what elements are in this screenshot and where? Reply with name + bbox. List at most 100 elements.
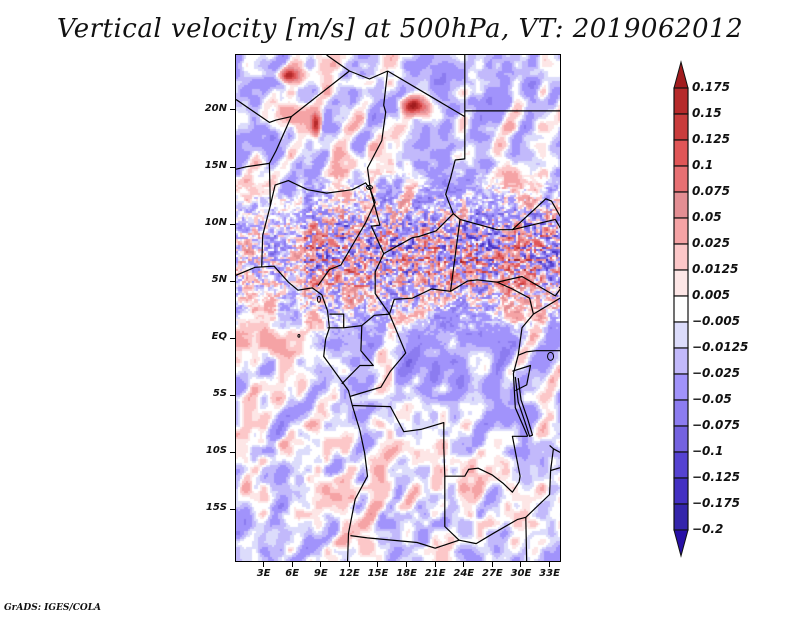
y-tick-label: 5N — [211, 274, 227, 286]
border-line — [350, 313, 407, 397]
colorbar-label: −0.025 — [692, 366, 741, 380]
colorbar-label: 0.0125 — [692, 262, 739, 276]
border-line — [558, 286, 560, 289]
border-line — [496, 281, 534, 437]
colorbar-extend-max — [673, 60, 689, 89]
x-tick-mark — [377, 562, 379, 567]
border-line — [511, 198, 560, 231]
border-line — [236, 265, 369, 561]
border-line — [269, 179, 371, 206]
y-tick-label: 15N — [204, 160, 227, 172]
colorbar-label: −0.05 — [692, 392, 732, 406]
colorbar-box — [673, 347, 689, 375]
y-tick-mark — [230, 451, 235, 453]
x-tick-label: 6E — [285, 568, 300, 579]
colorbar-label: 0.125 — [692, 132, 730, 146]
colorbar-box — [673, 373, 689, 401]
x-tick-label: 27E — [481, 568, 503, 579]
lake-or-island-outline — [547, 351, 555, 361]
x-tick-mark — [320, 562, 322, 567]
x-tick-label: 24E — [453, 568, 475, 579]
border-line — [512, 364, 532, 392]
colorbar-label: 0.15 — [692, 106, 722, 120]
border-line — [341, 325, 374, 385]
colorbar-extend-min — [673, 529, 689, 558]
map-plot-area — [235, 54, 561, 562]
colorbar-box — [673, 113, 689, 141]
colorbar-label: 0.075 — [692, 184, 730, 198]
border-line — [350, 476, 460, 549]
y-tick-mark — [230, 223, 235, 225]
colorbar-label: −0.125 — [692, 470, 741, 484]
y-tick-label: EQ — [211, 331, 227, 343]
y-tick-label: 5S — [212, 388, 227, 400]
x-tick-label: 30E — [510, 568, 532, 579]
grads-credit: GrADS: IGES/COLA — [4, 603, 102, 613]
colorbar-box — [673, 139, 689, 167]
border-line — [236, 70, 388, 124]
y-tick-label: 20N — [204, 102, 227, 114]
colorbar-box — [673, 503, 689, 531]
border-line — [326, 55, 350, 72]
x-tick-label: 9E — [313, 568, 328, 579]
colorbar-box — [673, 477, 689, 505]
border-line — [329, 313, 390, 329]
x-tick-label: 12E — [339, 568, 360, 579]
x-tick-mark — [434, 562, 436, 567]
colorbar-label: −0.1 — [692, 444, 724, 458]
x-tick-mark — [549, 562, 551, 567]
border-line — [458, 444, 554, 545]
x-tick-mark — [406, 562, 408, 567]
chart-title: Vertical velocity [m/s] at 500hPa, VT: 2… — [56, 14, 744, 44]
x-tick-mark — [291, 562, 293, 567]
colorbar-box — [673, 191, 689, 219]
x-tick-mark — [520, 562, 522, 567]
border-line — [383, 213, 454, 255]
y-tick-mark — [230, 337, 235, 339]
border-line — [517, 350, 560, 356]
colorbar-label: −0.175 — [692, 496, 741, 510]
colorbar-box — [673, 243, 689, 271]
colorbar-label: −0.0125 — [692, 340, 749, 354]
colorbar-box — [673, 217, 689, 245]
x-tick-label: 18E — [396, 568, 417, 579]
colorbar-label: 0.1 — [692, 158, 714, 172]
x-tick-mark — [491, 562, 493, 567]
border-line — [352, 404, 528, 493]
lake-or-island-outline — [316, 295, 321, 303]
colorbar-box — [673, 295, 689, 323]
vertical-velocity-field — [236, 55, 560, 561]
x-tick-mark — [348, 562, 350, 567]
colorbar: 0.175 0.15 0.125 0.1 0.075 0.05 0.025 0.0125 0.0… — [660, 58, 748, 567]
colorbar-label: 0.175 — [692, 80, 730, 94]
colorbar-label: 0.005 — [692, 288, 730, 302]
colorbar-box — [673, 451, 689, 479]
x-tick-label: 21E — [424, 568, 446, 579]
colorbar-box — [673, 87, 689, 115]
colorbar-label: −0.005 — [692, 314, 741, 328]
border-line — [387, 70, 466, 220]
border-line — [236, 162, 271, 268]
colorbar-label: 0.025 — [692, 236, 730, 250]
y-tick-mark — [230, 508, 235, 510]
country-borders — [236, 55, 560, 561]
colorbar-label: 0.05 — [692, 210, 722, 224]
x-tick-label: 3E — [256, 568, 271, 579]
y-tick-mark — [230, 280, 235, 282]
x-tick-mark — [463, 562, 465, 567]
y-tick-mark — [230, 166, 235, 168]
x-tick-label: 33E — [539, 568, 560, 579]
y-tick-label: 10N — [204, 217, 227, 229]
colorbar-box — [673, 269, 689, 297]
border-line — [553, 448, 560, 454]
colorbar-boxes — [673, 60, 689, 558]
border-line — [366, 70, 389, 190]
lake-or-island-outline — [297, 334, 301, 338]
border-line — [533, 297, 560, 315]
border-line — [525, 517, 528, 561]
border-line — [388, 279, 498, 315]
colorbar-box — [673, 165, 689, 193]
border-line — [550, 467, 560, 472]
border-line — [497, 275, 560, 297]
border-line — [268, 116, 292, 164]
